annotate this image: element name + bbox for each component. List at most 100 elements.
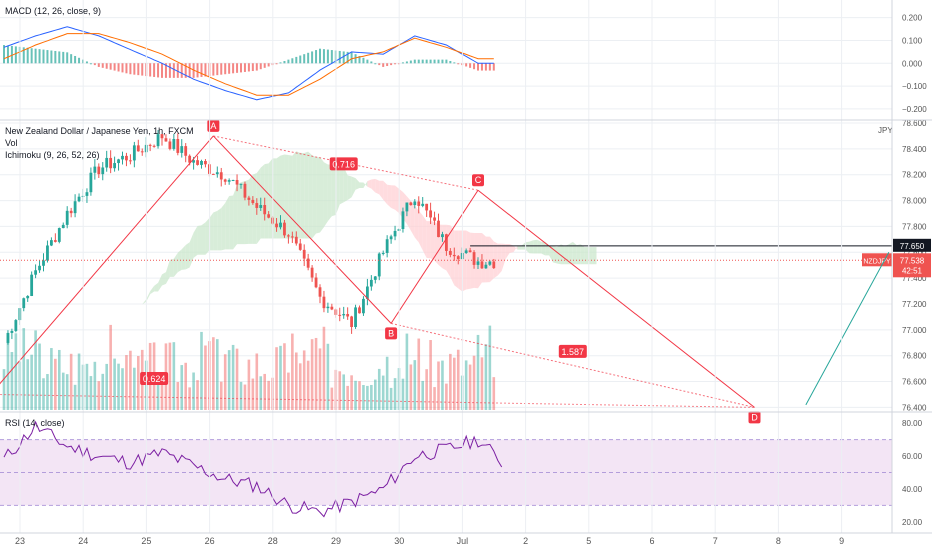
candle-body — [350, 316, 353, 328]
candle-body — [310, 267, 314, 278]
macd-histogram-bar — [429, 59, 432, 64]
macd-histogram-bar — [390, 63, 393, 66]
macd-histogram-bar — [101, 63, 104, 68]
ichimoku-cloud-segment — [252, 173, 257, 244]
macd-histogram-bar — [405, 61, 408, 64]
volume-bar — [417, 338, 421, 410]
candle-body — [30, 274, 34, 296]
macd-histogram-bar — [212, 63, 215, 76]
ichimoku-cloud-segment — [323, 162, 328, 228]
volume-bar — [200, 331, 203, 410]
macd-histogram-bar — [441, 59, 444, 64]
macd-histogram-bar — [97, 63, 100, 67]
ichimoku-cloud-segment — [189, 232, 194, 268]
time-tick-label: 9 — [839, 536, 844, 546]
candle-body — [26, 295, 30, 299]
macd-histogram-bar — [54, 50, 57, 64]
macd-histogram-bar — [354, 54, 357, 64]
volume-bar — [137, 356, 140, 410]
volume-bar — [381, 375, 385, 410]
ichimoku-cloud-segment — [256, 167, 261, 244]
macd-histogram-bar — [78, 57, 81, 64]
time-tick-label: 5 — [586, 536, 591, 546]
ichimoku-cloud-segment — [331, 164, 336, 217]
ichimoku-cloud-segment — [237, 182, 241, 245]
volume-bar — [196, 380, 199, 410]
candle-body — [65, 210, 69, 225]
candle-body — [358, 307, 361, 314]
candle-body — [6, 332, 10, 343]
ichimoku-cloud-segment — [474, 233, 478, 289]
macd-histogram-bar — [141, 63, 144, 76]
volume-bar — [259, 376, 263, 410]
macd-histogram-bar — [89, 63, 92, 65]
price-tick-label: 76.400 — [902, 403, 927, 412]
ichimoku-cloud-segment — [221, 203, 226, 251]
volume-bar — [318, 348, 322, 410]
rsi-title: RSI (14, close) — [5, 418, 65, 428]
time-axis: 23 24 25 26 28 29 30 Jul 2 5 6 7 8 9 — [15, 0, 844, 546]
macd-histogram-bar — [168, 63, 171, 78]
candle-body — [121, 155, 124, 160]
macd-histogram-bar — [228, 63, 231, 74]
candle-body — [172, 139, 176, 149]
ichimoku-cloud-segment — [355, 178, 360, 190]
macd-histogram-bar — [26, 47, 29, 64]
volume-bar — [267, 380, 270, 410]
current-price-label: 77.538 — [900, 256, 925, 265]
volume-bar — [34, 330, 37, 410]
candle-body — [97, 166, 101, 175]
macd-title: MACD (12, 26, close, 9) — [5, 6, 101, 16]
ichimoku-cloud-segment — [568, 241, 573, 265]
candle-body — [184, 146, 188, 156]
ichimoku-cloud-segment — [205, 217, 210, 255]
macd-histogram-bar — [366, 59, 369, 64]
candle-body — [279, 222, 282, 228]
candle-body — [437, 220, 440, 238]
price-tick-label: 76.600 — [902, 378, 927, 387]
ichimoku-cloud-segment — [485, 236, 490, 283]
macd-histogram-bar — [409, 60, 412, 64]
macd-histogram-bar — [149, 63, 152, 77]
candle-body — [42, 260, 45, 266]
ichimoku-cloud-segment — [288, 154, 293, 239]
macd-tick-label: 0.000 — [902, 59, 923, 68]
ichimoku-cloud-segment — [177, 249, 182, 273]
currency-label: JPY — [878, 126, 893, 135]
candle-body — [180, 146, 184, 153]
candle-body — [188, 155, 192, 163]
ichimoku-cloud-segment — [478, 233, 482, 289]
candle-body — [227, 180, 231, 182]
volume-bar — [235, 348, 239, 410]
volume-bar — [338, 371, 342, 410]
volume-bar — [212, 337, 215, 410]
candle-body — [409, 202, 413, 206]
candle-body — [140, 151, 144, 153]
volume-bar — [385, 356, 389, 410]
candle-body — [46, 245, 49, 261]
ichimoku-cloud-segment — [367, 179, 372, 189]
time-tick-label: 26 — [205, 536, 215, 546]
macd-histogram-bar — [46, 50, 49, 64]
time-tick-label: 29 — [331, 536, 341, 546]
volume-bar — [6, 335, 10, 410]
volume-bar — [350, 375, 353, 410]
candle-body — [294, 236, 298, 244]
price-tick-label: 78.400 — [902, 145, 927, 154]
macd-histogram-bar — [117, 63, 120, 72]
volume-bar — [488, 325, 492, 410]
candle-body — [89, 172, 93, 193]
candle-body — [251, 199, 255, 204]
candle-body — [445, 234, 448, 251]
volume-bar — [393, 378, 397, 410]
volume-bar — [374, 379, 377, 410]
price-tick-label: 77.000 — [902, 326, 927, 335]
candle-body — [105, 157, 109, 168]
macd-histogram-bar — [251, 63, 254, 72]
candle-body — [385, 239, 389, 253]
candle-body — [302, 249, 306, 259]
rsi-tick-label: 40.00 — [902, 485, 923, 494]
candle-body — [425, 203, 429, 211]
macd-histogram-bar — [346, 51, 349, 64]
ichimoku-cloud-segment — [248, 174, 253, 244]
